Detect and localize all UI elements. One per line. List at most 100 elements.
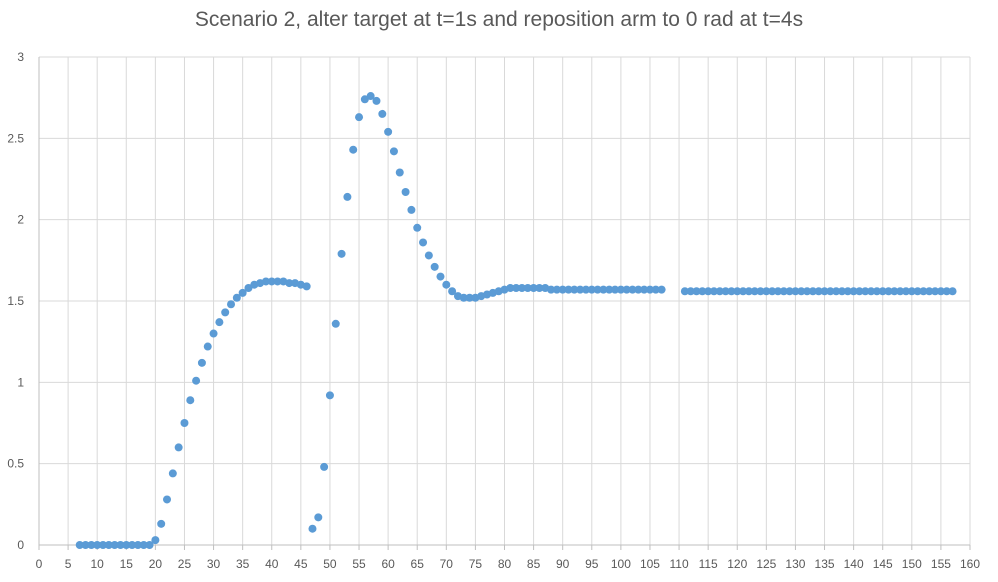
data-point	[861, 287, 870, 296]
data-point	[657, 285, 666, 294]
data-point	[901, 287, 910, 296]
data-point	[424, 251, 433, 260]
y-tick-label: 0	[17, 538, 24, 552]
data-point	[791, 287, 800, 296]
data-point	[797, 287, 806, 296]
data-point	[645, 285, 654, 294]
data-point	[192, 376, 201, 385]
x-tick-label: 155	[931, 557, 951, 571]
data-point	[535, 283, 544, 292]
data-point	[785, 287, 794, 296]
data-point	[81, 541, 90, 549]
data-point	[325, 391, 334, 400]
data-point	[384, 127, 393, 136]
data-point	[593, 285, 602, 294]
y-tick-label: 1.5	[7, 294, 24, 308]
x-tick-label: 0	[36, 557, 43, 571]
data-point	[93, 541, 102, 549]
data-point	[611, 285, 620, 294]
x-tick-label: 20	[149, 557, 163, 571]
data-point	[395, 168, 404, 177]
axes	[38, 57, 971, 550]
data-point	[878, 287, 887, 296]
data-point	[267, 277, 276, 286]
x-tick-label: 100	[611, 557, 631, 571]
x-tick-label: 130	[785, 557, 805, 571]
data-point	[360, 95, 369, 104]
data-point	[157, 519, 166, 528]
data-point	[430, 262, 439, 271]
data-point	[936, 287, 945, 296]
data-point	[884, 287, 893, 296]
x-axis-tick-labels: 0 5 10 15 20 25 30 35 40 45 50 55 60 65 70 75 80 85 90 95 10…	[36, 557, 981, 571]
data-point	[919, 287, 928, 296]
x-tick-label: 90	[556, 557, 570, 571]
data-point	[733, 287, 742, 296]
data-point	[907, 287, 916, 296]
data-point	[715, 287, 724, 296]
data-point	[180, 419, 189, 427]
data-point	[756, 287, 765, 296]
data-point	[337, 249, 346, 258]
x-tick-label: 5	[65, 557, 72, 571]
data-point	[599, 285, 608, 294]
data-point	[721, 287, 730, 296]
data-point	[867, 287, 876, 296]
x-tick-label: 40	[265, 557, 279, 571]
data-point	[512, 283, 521, 292]
data-point	[628, 285, 637, 294]
data-point	[739, 287, 748, 296]
x-tick-label: 115	[699, 557, 718, 571]
x-tick-label: 95	[585, 557, 599, 571]
data-point	[145, 541, 154, 549]
data-point	[762, 287, 771, 296]
data-series	[75, 92, 957, 549]
data-point	[779, 287, 788, 296]
data-point	[320, 462, 329, 471]
x-tick-label: 60	[381, 557, 395, 571]
data-point	[855, 287, 864, 296]
data-point	[273, 277, 282, 286]
data-point	[163, 495, 172, 504]
x-tick-label: 45	[294, 557, 308, 571]
data-point	[616, 285, 625, 294]
y-tick-label: 0.5	[7, 457, 24, 471]
x-tick-label: 85	[527, 557, 541, 571]
data-point	[238, 288, 247, 297]
x-tick-label: 25	[178, 557, 192, 571]
data-point	[174, 443, 183, 452]
x-tick-label: 65	[411, 557, 425, 571]
data-point	[547, 285, 556, 294]
data-point	[139, 541, 148, 549]
data-point	[680, 287, 689, 296]
data-point	[570, 285, 579, 294]
data-point	[808, 287, 817, 296]
data-point	[692, 287, 701, 296]
data-point	[407, 205, 416, 214]
y-axis-tick-labels: 0 0.5 1 1.5 2 2.5 3	[7, 50, 24, 552]
data-point	[419, 238, 428, 247]
data-point	[261, 277, 270, 286]
data-point	[849, 287, 858, 296]
data-point	[436, 272, 445, 281]
data-point	[355, 113, 364, 122]
data-point	[832, 287, 841, 296]
data-point	[552, 285, 561, 294]
data-point	[116, 541, 125, 549]
x-tick-label: 70	[440, 557, 454, 571]
data-point	[750, 287, 759, 296]
data-point	[814, 287, 823, 296]
data-point	[564, 285, 573, 294]
data-point	[942, 287, 951, 296]
data-point	[826, 287, 835, 296]
data-point	[651, 285, 660, 294]
data-point	[622, 285, 631, 294]
data-point	[890, 287, 899, 296]
data-point	[576, 285, 585, 294]
data-point	[843, 287, 852, 296]
data-point	[442, 280, 451, 289]
data-point	[244, 283, 253, 292]
x-tick-label: 75	[469, 557, 483, 571]
data-point	[215, 318, 224, 327]
data-point	[197, 358, 206, 367]
